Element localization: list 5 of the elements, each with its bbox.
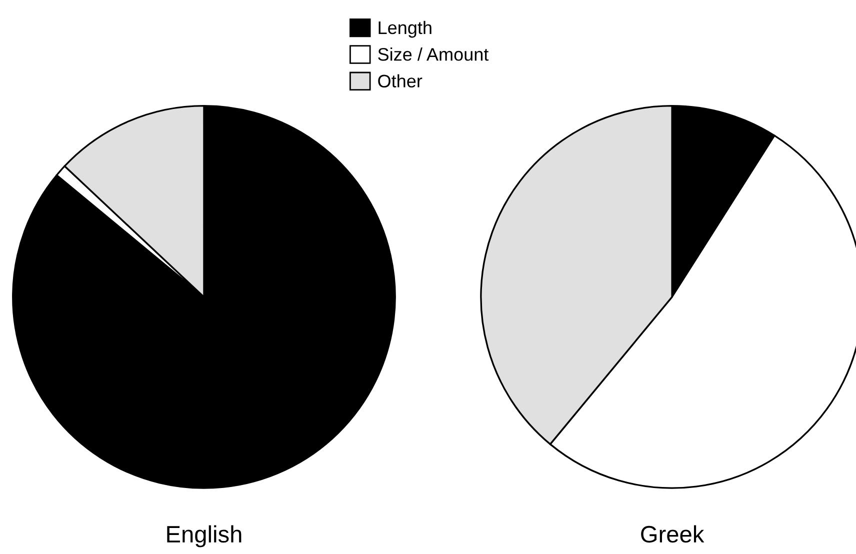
text: English (167, 525, 242, 548)
legend-label: Size / Amount (378, 48, 489, 61)
legend-label: Other (378, 74, 422, 88)
text: Greek (641, 525, 704, 543)
legend-label: Length (378, 20, 432, 38)
